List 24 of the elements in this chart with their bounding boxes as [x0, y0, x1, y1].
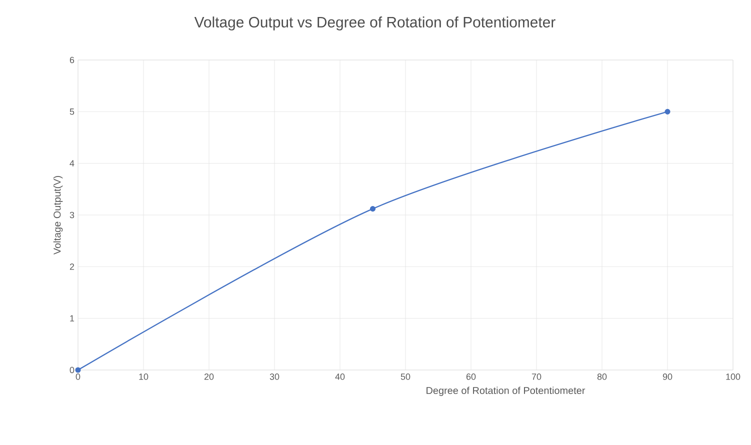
y-tick-label: 3	[70, 212, 74, 218]
x-tick-label: 0	[76, 374, 80, 380]
x-tick-label: 10	[139, 374, 148, 380]
x-tick-label: 100	[726, 374, 740, 380]
x-tick-label: 80	[597, 374, 607, 380]
y-tick-label: 2	[70, 264, 74, 270]
x-tick-label: 40	[335, 374, 345, 380]
x-tick-label: 70	[532, 374, 542, 380]
point	[664, 108, 670, 114]
chart-title: Voltage Output vs Degree of Rotation of Potentiometer	[194, 16, 556, 30]
x-tick-label: 20	[204, 374, 214, 380]
point	[75, 367, 81, 373]
y-axis-title: Voltage Output(V)	[53, 176, 63, 255]
x-tick-label: 50	[400, 374, 410, 380]
y-tick-label: 0	[70, 366, 74, 374]
y-tick-label: 4	[70, 160, 74, 166]
x-axis-title: Degree of Rotation of Potentiometer	[426, 386, 586, 396]
y-tick-label: 1	[70, 315, 74, 322]
point	[370, 206, 376, 212]
x-tick-label: 30	[270, 374, 280, 380]
x-tick-label: 90	[662, 374, 672, 380]
y-tick-label: 5	[70, 108, 74, 115]
x-tick-label: 60	[466, 374, 476, 380]
y-tick-label: 6	[70, 56, 74, 64]
